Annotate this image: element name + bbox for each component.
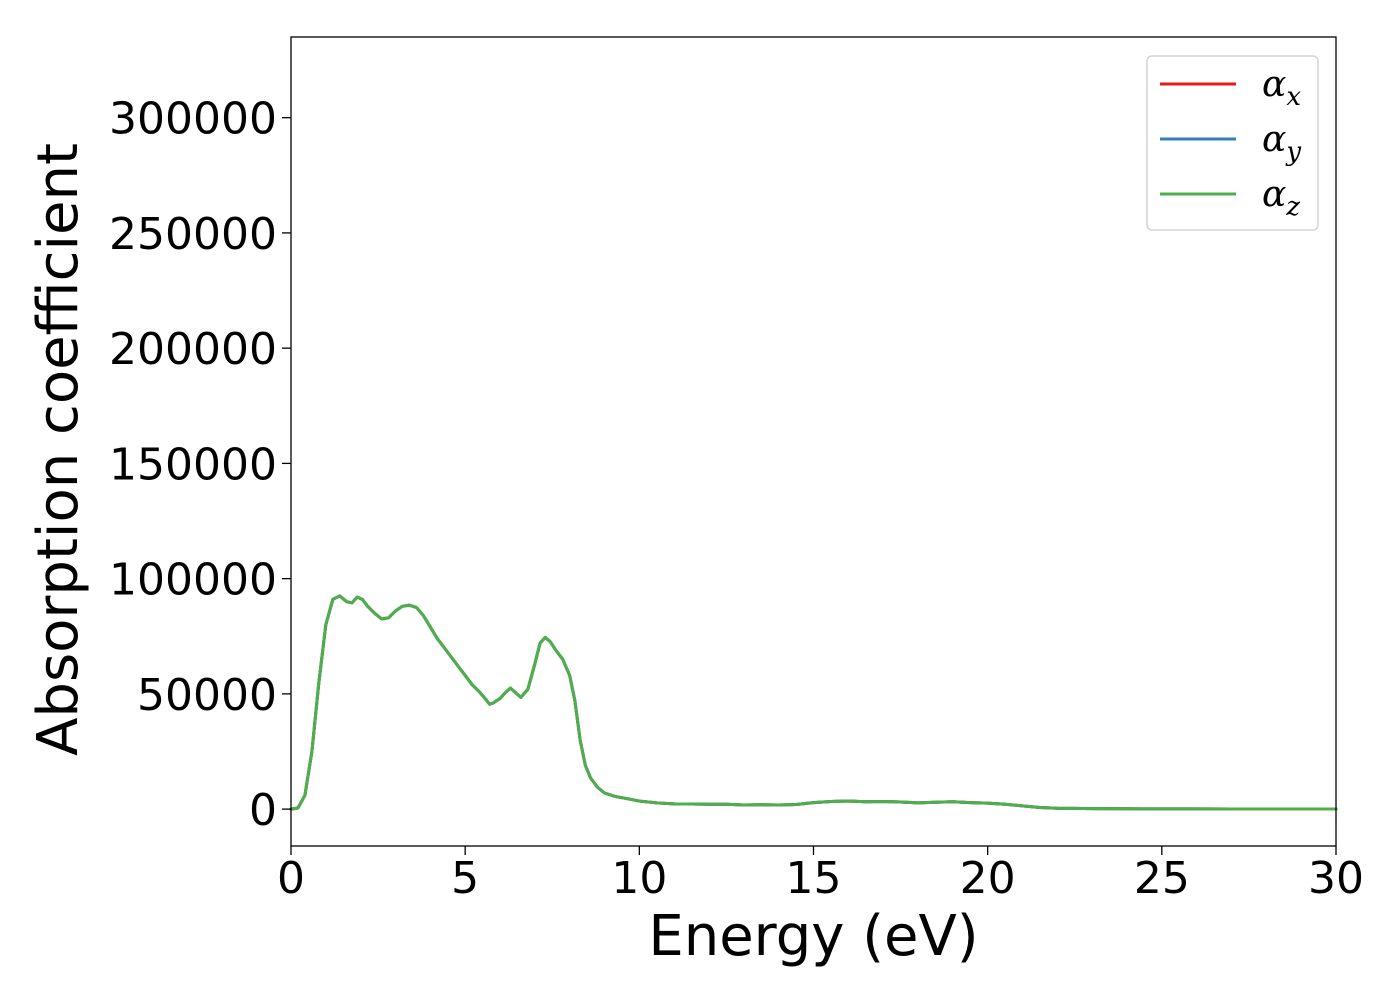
- legend-symbol: α: [1262, 119, 1286, 160]
- x-tick-label: 20: [960, 853, 1016, 904]
- x-tick-label: 10: [611, 853, 667, 904]
- y-tick-label: 300000: [109, 94, 277, 145]
- legend-symbol: α: [1262, 174, 1286, 215]
- legend-label: αz: [1262, 174, 1300, 222]
- y-tick-label: 150000: [109, 439, 277, 490]
- legend-label: αx: [1262, 64, 1301, 112]
- y-tick-label: 250000: [109, 209, 277, 260]
- y-tick-label: 100000: [109, 555, 277, 606]
- legend-subscript: z: [1285, 192, 1300, 222]
- legend-box: [1146, 55, 1319, 231]
- legend-label: αy: [1262, 119, 1301, 167]
- x-tick-label: 30: [1308, 853, 1364, 904]
- legend-subscript: y: [1285, 137, 1301, 167]
- legend-subscript: x: [1286, 82, 1301, 112]
- y-tick-label: 200000: [109, 324, 277, 375]
- x-tick-label: 0: [277, 853, 305, 904]
- x-axis-title: Energy (eV): [648, 904, 978, 969]
- series-layer: [289, 594, 1338, 811]
- x-tick-label: 25: [1134, 853, 1190, 904]
- y-tick-label: 0: [249, 785, 277, 836]
- series-line-x: [289, 594, 1338, 811]
- x-tick-label: 5: [451, 853, 479, 904]
- legend-symbol: α: [1262, 64, 1286, 105]
- y-axis-ticks: 0 50000 100000 150000 200000 250000 300000: [109, 94, 291, 836]
- y-axis-title: Absorption coefficient: [26, 143, 91, 756]
- x-tick-label: 15: [786, 853, 842, 904]
- series-line-y: [289, 594, 1338, 811]
- series-line-z: [289, 594, 1338, 811]
- y-tick-label: 50000: [137, 670, 277, 721]
- x-axis-ticks: 0 5 10 15 20 25 30: [277, 846, 1364, 904]
